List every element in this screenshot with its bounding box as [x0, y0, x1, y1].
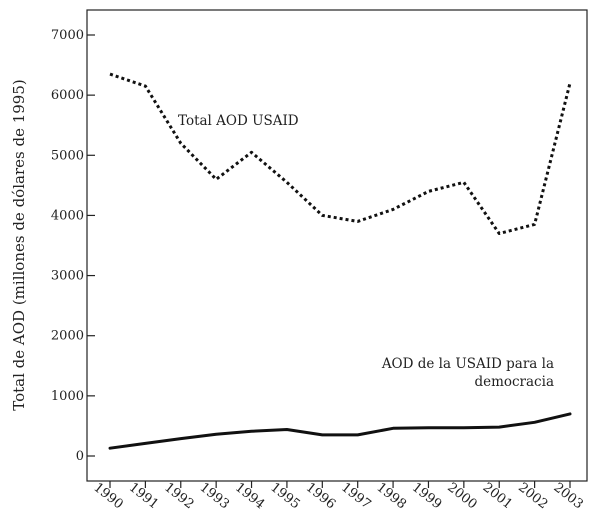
x-tick-label: 2003 — [550, 480, 585, 512]
y-tick-label: 4000 — [51, 208, 84, 223]
y-tick-label: 6000 — [51, 88, 84, 103]
x-tick-label: 1997 — [338, 480, 373, 512]
y-tick-label: 3000 — [51, 269, 84, 284]
y-tick-label: 5000 — [51, 148, 84, 163]
annotation-total-aod: Total AOD USAID — [178, 113, 299, 129]
series-aod-democracia — [108, 412, 572, 450]
x-tick-label: 1993 — [197, 480, 232, 512]
y-tick-label: 7000 — [51, 28, 84, 43]
annotation-democracy-line1: AOD de la USAID para la — [381, 356, 554, 372]
series-total-aod-usaid — [109, 72, 572, 235]
x-tick-label: 1990 — [90, 480, 125, 512]
x-tick-label: 1991 — [126, 480, 161, 512]
x-tick-label: 2001 — [480, 480, 515, 512]
y-axis: 0 1000 2000 3000 4000 5000 6000 7000 — [51, 28, 95, 464]
x-tick-label: 1995 — [267, 480, 302, 512]
y-tick-label: 0 — [76, 449, 84, 464]
x-tick-label: 1996 — [303, 480, 338, 512]
y-tick-label: 2000 — [51, 329, 84, 344]
y-tick-label: 1000 — [51, 389, 84, 404]
x-axis: 1990 1991 1992 1993 1994 1995 1996 1997 1998 1999… — [90, 480, 585, 512]
x-tick-label: 2002 — [515, 480, 550, 512]
x-tick-label: 1994 — [232, 480, 267, 512]
y-axis-label: Total de AOD (millones de dólares de 199… — [10, 79, 28, 411]
x-tick-label: 1998 — [374, 480, 409, 512]
x-tick-label: 1992 — [161, 480, 196, 512]
series-layer — [108, 72, 572, 450]
annotation-democracy-line2: democracia — [474, 374, 554, 390]
x-tick-label: 2000 — [444, 480, 479, 512]
x-tick-label: 1999 — [409, 480, 444, 512]
plot-frame — [86, 9, 588, 482]
